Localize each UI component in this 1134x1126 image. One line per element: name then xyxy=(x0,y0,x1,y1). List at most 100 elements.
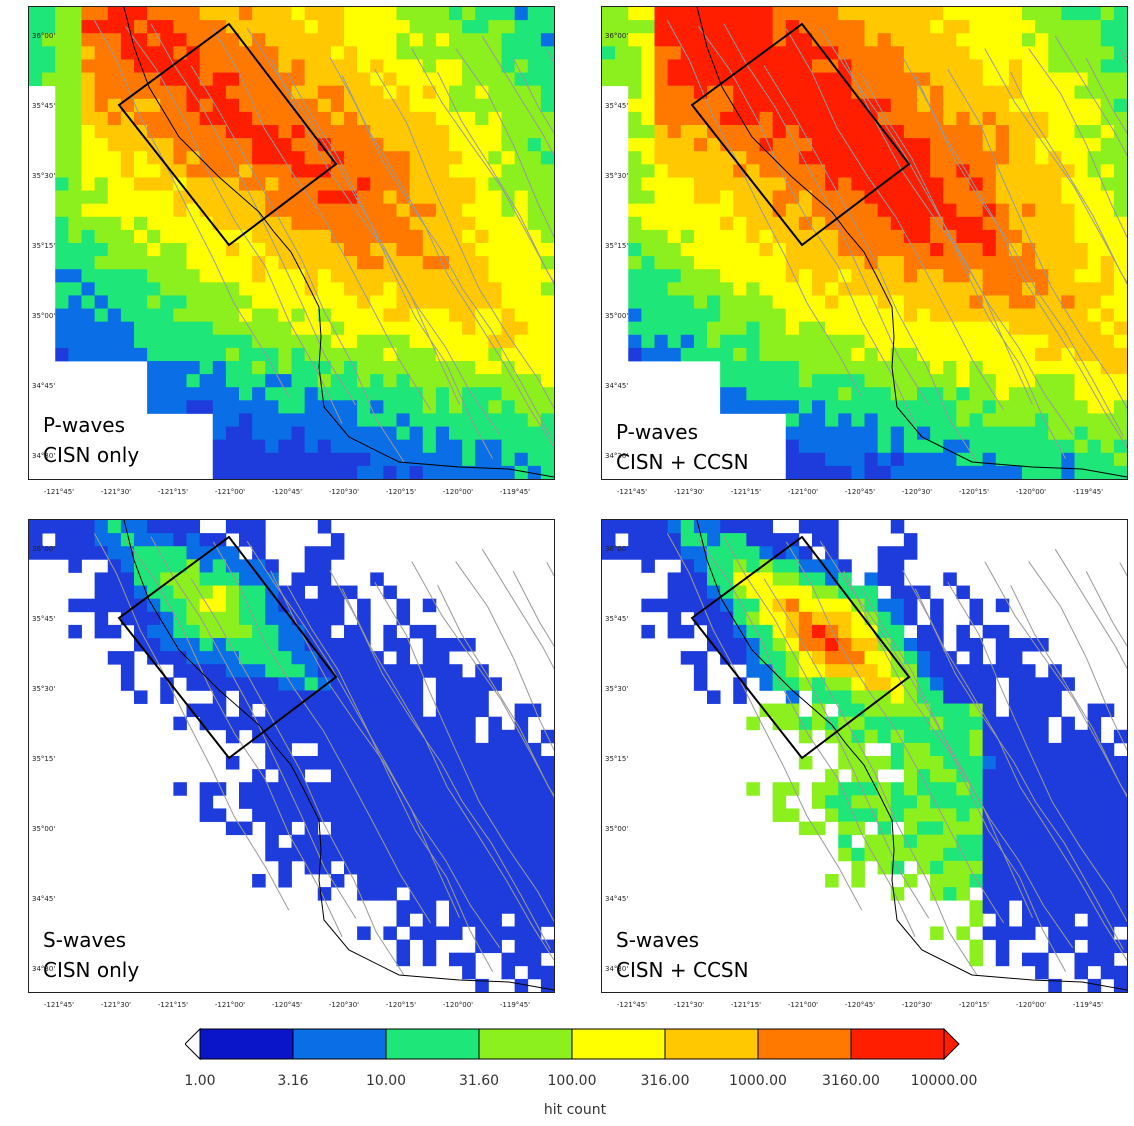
grid-cell xyxy=(120,295,135,309)
grid-cell xyxy=(969,111,984,126)
grid-cell xyxy=(501,190,516,205)
grid-cell xyxy=(475,347,489,362)
grid-cell xyxy=(304,782,319,796)
grid-cell xyxy=(278,729,292,744)
grid-cell xyxy=(1035,111,1049,126)
grid-cell xyxy=(825,585,839,600)
grid-cell xyxy=(475,98,489,113)
grid-cell xyxy=(514,203,529,218)
grid-cell xyxy=(759,572,774,586)
grid-cell xyxy=(239,585,253,600)
grid-cell xyxy=(641,85,655,100)
grid-cell xyxy=(943,847,957,862)
x-tick-label: -120°00' xyxy=(442,1001,474,1009)
grid-cell xyxy=(903,756,918,770)
grid-cell xyxy=(917,33,931,47)
grid-cell xyxy=(409,782,424,796)
grid-cell xyxy=(1113,269,1127,283)
grid-cell xyxy=(304,111,319,126)
grid-cell xyxy=(304,703,319,718)
grid-cell xyxy=(449,400,463,414)
grid-cell xyxy=(422,177,437,191)
grid-cell xyxy=(449,952,463,967)
grid-cell xyxy=(785,559,800,573)
grid-cell xyxy=(265,308,279,323)
grid-cell xyxy=(120,111,135,126)
grid-cell xyxy=(527,952,542,967)
grid-cell xyxy=(969,229,984,244)
grid-cell xyxy=(903,769,918,783)
grid-cell xyxy=(943,874,957,888)
grid-cell xyxy=(514,874,529,888)
grid-cell xyxy=(252,46,266,60)
grid-cell xyxy=(278,138,292,152)
grid-cell xyxy=(252,229,266,244)
grid-cell xyxy=(370,860,384,875)
grid-cell xyxy=(969,256,984,270)
grid-cell xyxy=(1048,703,1062,718)
grid-cell xyxy=(383,729,397,744)
grid-cell xyxy=(55,256,69,270)
grid-cell xyxy=(812,782,826,796)
grid-cell xyxy=(798,72,813,87)
grid-cell xyxy=(147,203,161,218)
grid-cell xyxy=(212,452,227,467)
grid-cell xyxy=(1008,256,1023,270)
grid-cell xyxy=(252,374,266,388)
grid-cell xyxy=(147,98,161,113)
grid-cell xyxy=(462,913,476,927)
grid-cell xyxy=(422,7,437,21)
grid-cell xyxy=(94,33,109,47)
grid-cell xyxy=(982,742,997,757)
grid-cell xyxy=(1008,59,1023,73)
grid-cell xyxy=(265,651,279,665)
grid-cell xyxy=(772,46,787,60)
grid-cell xyxy=(851,59,865,73)
grid-cell xyxy=(488,151,502,165)
grid-cell xyxy=(304,572,319,586)
grid-cell xyxy=(422,400,437,414)
grid-cell xyxy=(943,572,957,586)
grid-cell xyxy=(903,282,918,296)
grid-cell xyxy=(825,426,839,441)
grid-cell xyxy=(1035,677,1049,691)
grid-cell xyxy=(680,598,695,613)
grid-cell xyxy=(864,426,879,441)
grid-cell xyxy=(160,295,174,309)
grid-cell xyxy=(1008,413,1023,427)
grid-cell xyxy=(956,716,970,731)
grid-cell xyxy=(304,98,319,113)
grid-cell xyxy=(1100,452,1115,467)
grid-cell xyxy=(772,229,787,244)
grid-cell xyxy=(120,334,135,349)
coastline xyxy=(123,520,554,991)
grid-cell xyxy=(1074,190,1089,205)
grid-cell xyxy=(291,151,306,165)
grid-cell xyxy=(370,808,384,822)
grid-cell xyxy=(462,847,476,862)
grid-cell xyxy=(1035,952,1049,967)
grid-cell xyxy=(982,321,997,336)
grid-cell xyxy=(107,151,122,165)
grid-cell xyxy=(956,426,970,441)
grid-cell xyxy=(396,821,411,836)
grid-cell xyxy=(1087,874,1102,888)
grid-cell xyxy=(278,598,292,613)
grid-cell xyxy=(1100,795,1115,809)
grid-cell xyxy=(435,295,450,309)
grid-cell xyxy=(291,7,306,21)
grid-cell xyxy=(785,243,800,257)
grid-cell xyxy=(435,46,450,60)
grid-cell xyxy=(344,20,358,34)
grid-cell xyxy=(252,638,266,652)
grid-cell xyxy=(943,426,957,441)
grid-cell xyxy=(107,190,122,205)
grid-cell xyxy=(239,426,253,441)
grid-cell xyxy=(982,177,997,191)
grid-cell xyxy=(344,138,358,152)
grid-cell xyxy=(772,387,787,401)
grid-cell xyxy=(370,834,384,849)
grid-cell xyxy=(641,98,655,113)
grid-cell xyxy=(94,229,109,244)
grid-cell xyxy=(344,624,358,639)
